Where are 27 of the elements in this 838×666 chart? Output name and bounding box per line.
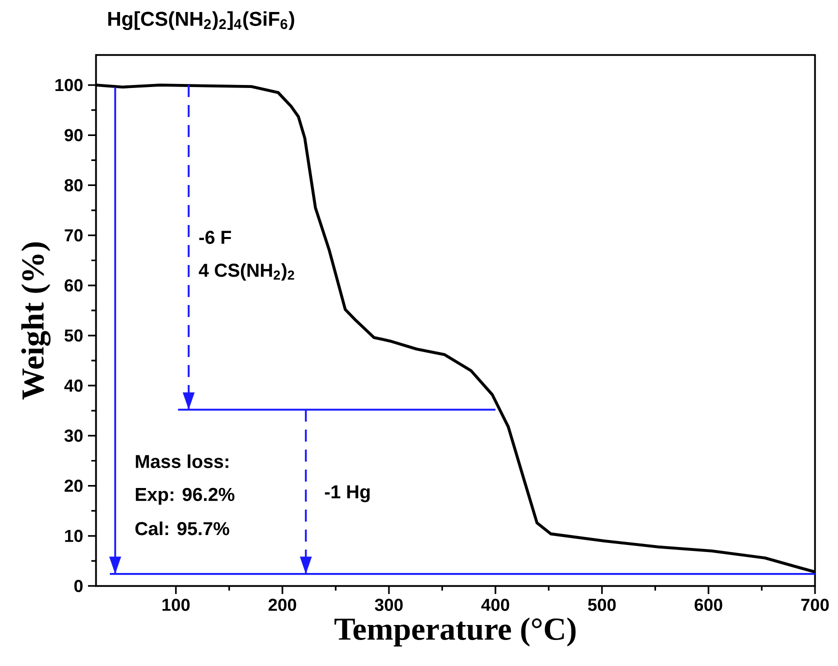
x-tick-label: 300 bbox=[374, 598, 403, 611]
y-tick-label: 30 bbox=[64, 430, 83, 442]
annotation: 4 CS(NH$_{2}$)$_{2}$ bbox=[198, 263, 294, 281]
y-tick-label: 60 bbox=[64, 279, 83, 292]
annotation: -1 Hg bbox=[324, 485, 370, 502]
y-tick-label: 90 bbox=[64, 129, 83, 142]
y-tick-label: 100 bbox=[55, 78, 83, 92]
y-tick-label: 50 bbox=[64, 329, 83, 342]
x-tick-label: 200 bbox=[268, 598, 296, 611]
x-axis-title: Temperature (°C) bbox=[334, 617, 576, 646]
y-tick-label: 70 bbox=[64, 229, 83, 242]
annotation: Mass loss: bbox=[136, 454, 228, 468]
annotation: -6 F bbox=[199, 230, 232, 244]
x-tick-label: 700 bbox=[801, 598, 829, 611]
y-tick-label: 0 bbox=[74, 580, 83, 592]
x-tick-label: 600 bbox=[694, 598, 722, 611]
x-tick-label: 500 bbox=[588, 598, 616, 611]
y-axis-title: Weight (%) bbox=[21, 242, 51, 400]
y-tick-label: 40 bbox=[64, 379, 83, 392]
x-tick-label: 400 bbox=[481, 598, 510, 611]
x-tick-label: 100 bbox=[162, 598, 190, 611]
annotation: Exp: 96.2% bbox=[136, 488, 234, 505]
annotation: Cal: 95.7% bbox=[135, 522, 230, 536]
y-tick-label: 20 bbox=[64, 480, 83, 492]
y-tick-label: 10 bbox=[65, 530, 83, 542]
y-tick-label: 80 bbox=[64, 179, 83, 192]
chart-title: Hg[CS(NH$_{2}$)$_{2}$]$_{4}$(SiF$_{6}$) bbox=[108, 11, 294, 30]
